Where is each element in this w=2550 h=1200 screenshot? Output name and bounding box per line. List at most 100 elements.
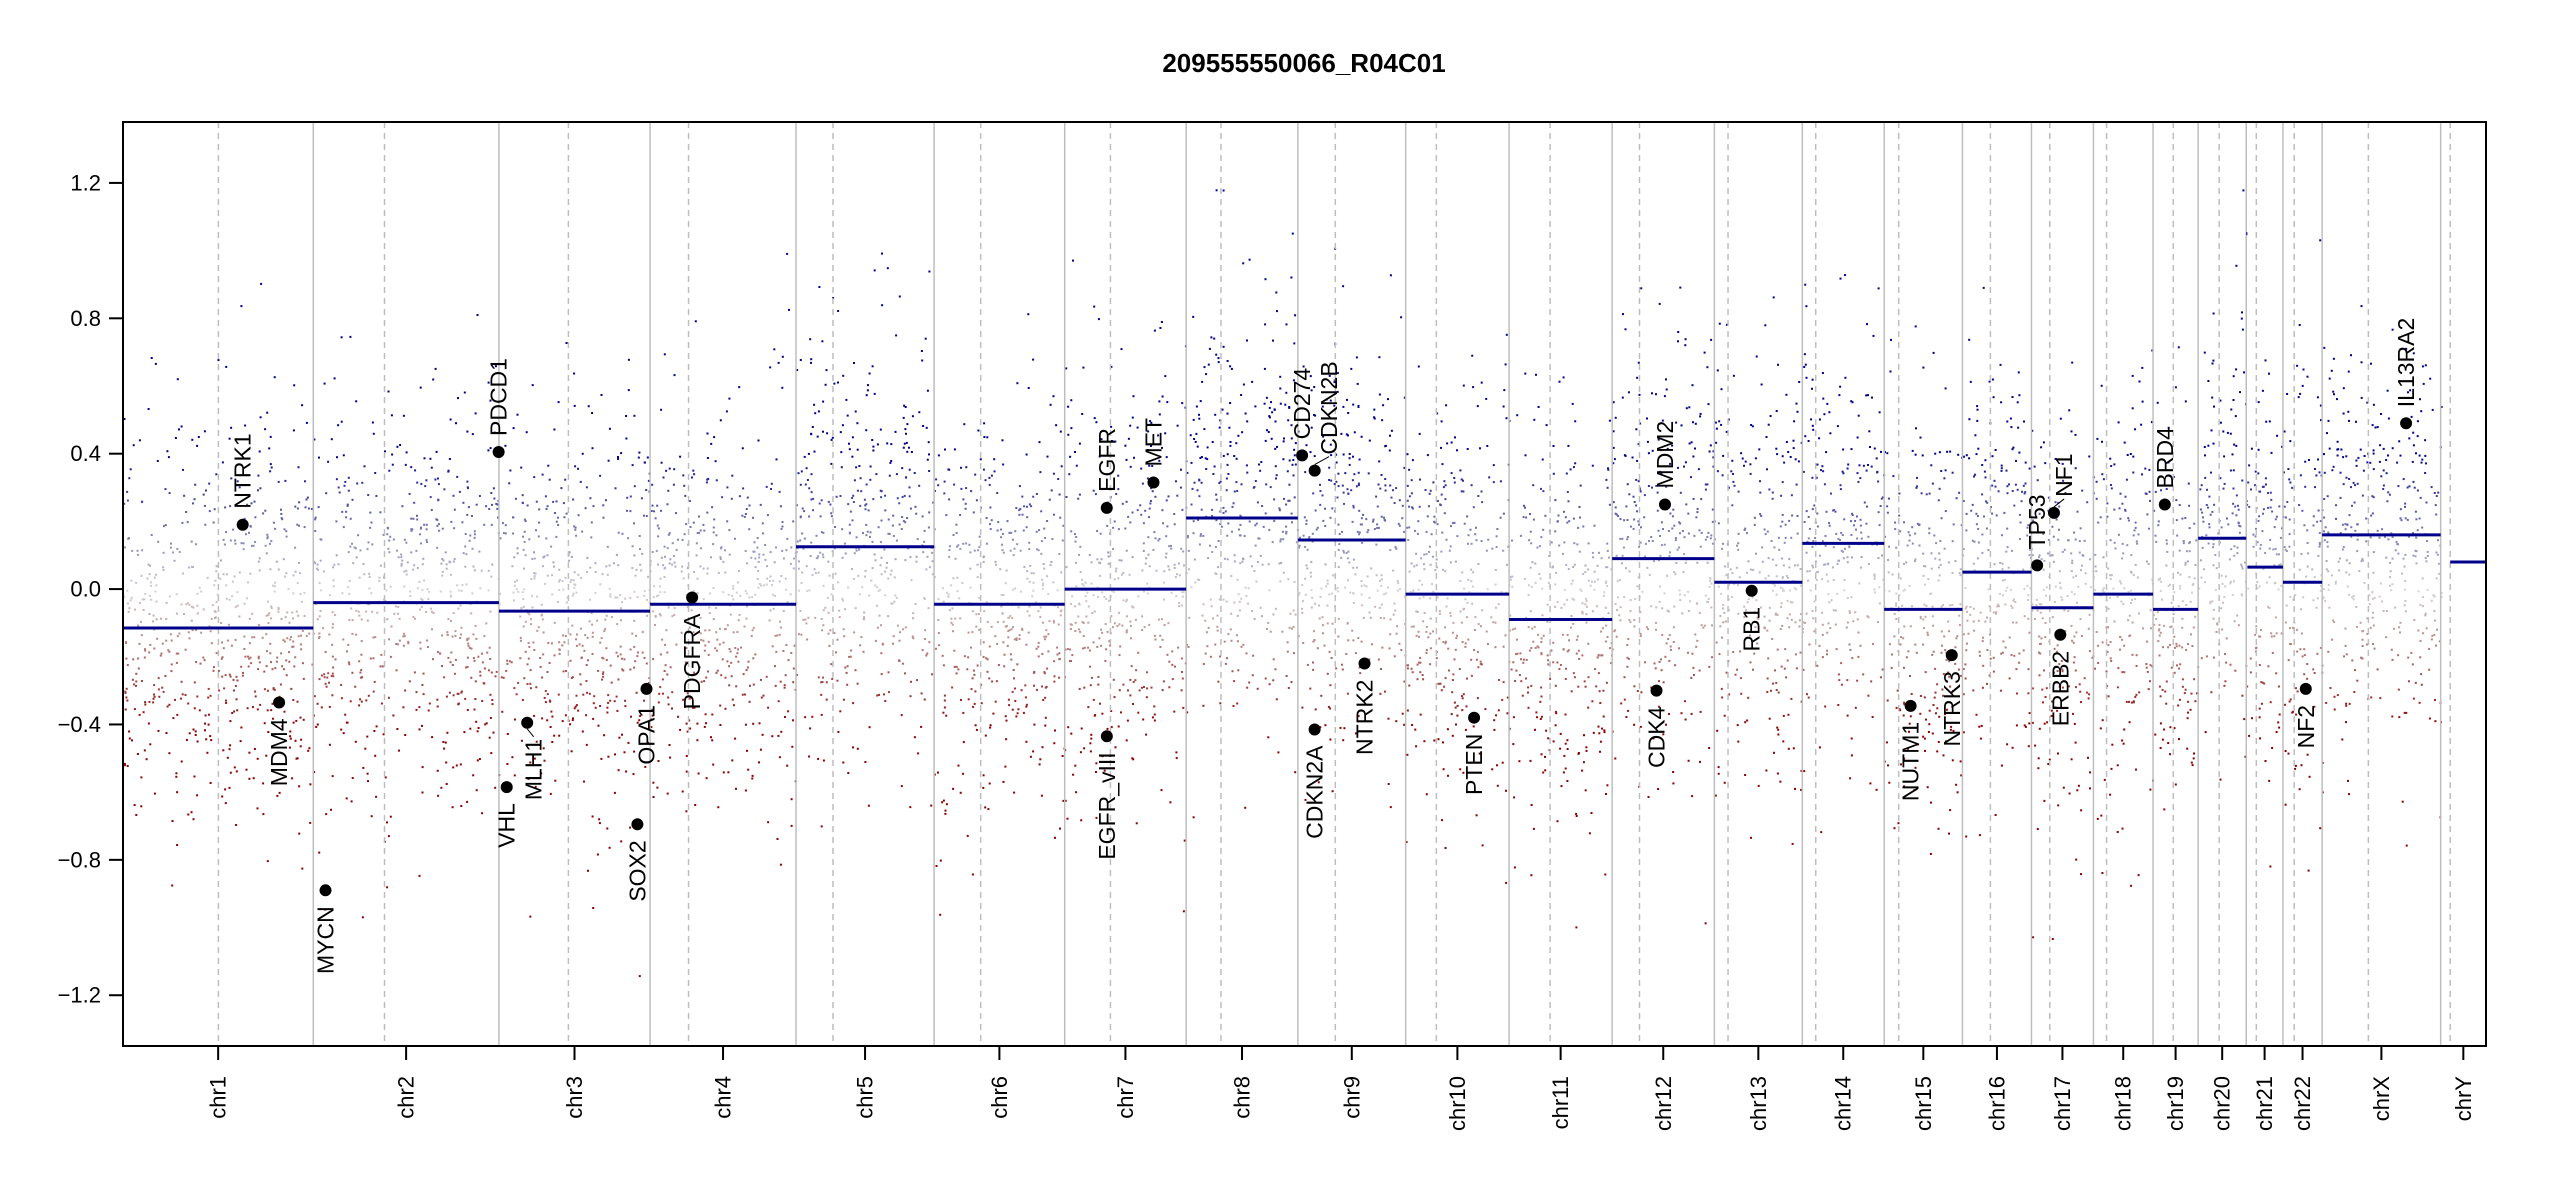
probe-point [645, 598, 648, 601]
probe-point [752, 657, 755, 660]
probe-point [617, 531, 620, 534]
probe-point [904, 428, 907, 431]
probe-point [1356, 382, 1359, 385]
probe-point [1186, 471, 1189, 474]
probe-point [419, 386, 422, 389]
probe-point [1663, 592, 1666, 595]
probe-point [563, 516, 566, 519]
probe-point [637, 456, 640, 459]
probe-point [200, 631, 203, 634]
probe-point [358, 576, 361, 579]
probe-point [423, 579, 426, 582]
probe-point [1187, 568, 1190, 571]
probe-point [1540, 686, 1543, 689]
probe-point [1205, 631, 1208, 634]
probe-point [1609, 647, 1612, 650]
probe-point [1415, 610, 1418, 613]
probe-point [1310, 606, 1313, 609]
probe-point [1118, 654, 1121, 657]
probe-point [869, 535, 871, 538]
probe-point [299, 572, 301, 575]
probe-point [432, 612, 435, 614]
probe-point [1484, 708, 1487, 711]
probe-point [820, 681, 823, 684]
probe-point [1431, 583, 1433, 586]
probe-point [1279, 375, 1282, 378]
probe-point [317, 568, 320, 571]
probe-point [900, 785, 903, 788]
probe-point [1368, 658, 1371, 661]
probe-point [1113, 696, 1116, 699]
probe-point [1554, 605, 1557, 608]
probe-point [1309, 687, 1312, 690]
probe-point [986, 670, 989, 673]
probe-point [1460, 621, 1463, 624]
probe-point [1672, 782, 1675, 785]
probe-point [1226, 360, 1229, 362]
probe-point [657, 527, 660, 530]
probe-point [1248, 258, 1251, 261]
probe-point [576, 633, 578, 636]
probe-point [337, 486, 340, 489]
probe-point [1227, 473, 1230, 475]
probe-point [404, 463, 407, 466]
probe-point [289, 730, 292, 733]
probe-point [165, 639, 168, 642]
probe-point [822, 759, 825, 762]
probe-point [1448, 549, 1451, 552]
probe-point [585, 680, 588, 682]
probe-point [1585, 613, 1588, 616]
probe-point [1625, 716, 1628, 718]
probe-point [1253, 617, 1256, 620]
probe-point [1581, 610, 1584, 613]
probe-point [609, 699, 612, 702]
probe-point [1496, 528, 1499, 530]
probe-point [1540, 536, 1543, 539]
probe-point [848, 655, 851, 658]
probe-point [1288, 483, 1291, 486]
probe-point [682, 577, 685, 580]
probe-point [1591, 580, 1593, 583]
probe-point [1090, 561, 1093, 564]
probe-point [1384, 690, 1386, 693]
probe-point [372, 432, 375, 435]
probe-point [961, 582, 964, 584]
probe-point [1357, 482, 1360, 485]
probe-point [879, 564, 882, 567]
probe-point [309, 821, 312, 824]
probe-point [760, 584, 762, 587]
probe-point [1449, 611, 1452, 614]
probe-point [811, 715, 814, 718]
probe-point [714, 607, 717, 609]
probe-point [1337, 566, 1340, 569]
probe-point [886, 267, 889, 270]
probe-point [685, 810, 688, 813]
probe-point [1444, 498, 1447, 501]
probe-point [1535, 373, 1537, 376]
probe-point [721, 496, 724, 499]
probe-point [393, 612, 396, 615]
probe-point [1068, 473, 1071, 476]
probe-point [1126, 598, 1128, 601]
probe-point [1462, 479, 1464, 482]
probe-point [1460, 478, 1463, 481]
probe-point [1415, 552, 1418, 555]
probe-point [252, 544, 255, 547]
probe-point [766, 565, 768, 568]
probe-point [228, 598, 231, 601]
probe-point [483, 667, 486, 670]
probe-point [1573, 542, 1576, 545]
probe-point [592, 717, 595, 720]
probe-point [868, 372, 871, 375]
probe-point [467, 642, 470, 645]
probe-point [1046, 575, 1049, 578]
probe-point [797, 560, 800, 563]
probe-point [1462, 693, 1465, 696]
probe-point [246, 503, 249, 506]
probe-point [412, 615, 415, 618]
probe-point [1114, 746, 1117, 749]
probe-point [1480, 625, 1482, 628]
probe-point [1319, 726, 1322, 729]
probe-point [1159, 634, 1162, 637]
probe-point [143, 656, 146, 659]
